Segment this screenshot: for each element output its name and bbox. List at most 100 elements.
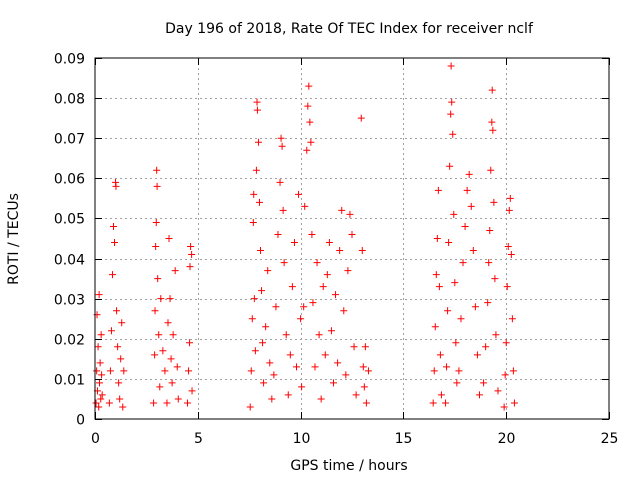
data-point (290, 239, 298, 247)
data-point (116, 395, 124, 403)
data-point (115, 379, 123, 387)
data-point (446, 162, 454, 170)
data-point (297, 315, 305, 323)
data-point (480, 379, 488, 387)
data-point (467, 202, 475, 210)
data-point (431, 323, 439, 331)
y-tick-label: 0.02 (54, 333, 85, 349)
data-point (292, 363, 300, 371)
data-point (361, 343, 369, 351)
data-point (484, 299, 492, 307)
data-point (188, 387, 196, 395)
data-point (482, 343, 490, 351)
data-point (445, 239, 453, 247)
data-point (110, 222, 118, 230)
data-point (450, 210, 458, 218)
data-point (186, 263, 194, 271)
y-tick-label: 0.07 (54, 132, 85, 148)
data-point (258, 287, 266, 295)
data-point (307, 138, 315, 146)
data-point (298, 383, 306, 391)
data-point (152, 218, 160, 226)
data-point (473, 351, 481, 359)
data-point (97, 331, 105, 339)
data-point (166, 295, 174, 303)
data-point (164, 319, 172, 327)
data-point (453, 379, 461, 387)
data-point (280, 259, 288, 267)
x-axis-label: GPS time / hours (290, 458, 407, 474)
data-point (157, 295, 165, 303)
data-point (93, 367, 101, 375)
data-point (153, 166, 161, 174)
chart-title: Day 196 of 2018, Rate Of TEC Index for r… (165, 21, 534, 37)
data-point (161, 367, 169, 375)
data-point (118, 319, 126, 327)
data-point (159, 347, 167, 355)
data-point (105, 399, 113, 407)
data-point (342, 371, 350, 379)
data-point (249, 218, 257, 226)
data-point (447, 110, 455, 118)
data-point (510, 399, 518, 407)
data-point (165, 235, 173, 242)
data-point (506, 194, 514, 202)
data-point (334, 359, 342, 367)
data-point (278, 142, 286, 150)
data-point (325, 239, 333, 247)
data-point (501, 371, 509, 379)
data-point (167, 355, 175, 363)
data-point (305, 82, 313, 90)
data-point (485, 259, 493, 267)
data-point (490, 198, 498, 206)
data-point (315, 331, 323, 339)
data-point (338, 206, 346, 214)
data-point (303, 146, 311, 154)
data-point (309, 299, 317, 307)
data-point (432, 271, 440, 279)
data-point (250, 190, 258, 198)
data-point (306, 118, 314, 126)
data-point (251, 347, 259, 355)
data-point (471, 303, 479, 311)
data-point (106, 367, 114, 375)
data-point (151, 307, 159, 315)
data-point (98, 391, 106, 399)
data-point (321, 351, 329, 359)
data-point (502, 339, 510, 347)
data-point (185, 367, 193, 375)
data-point (447, 62, 455, 70)
data-point (252, 166, 260, 174)
data-point (488, 86, 496, 94)
x-tick-label: 20 (498, 431, 516, 447)
data-point (114, 343, 122, 351)
data-point (186, 339, 194, 347)
data-point (264, 267, 272, 275)
data-point (171, 267, 179, 275)
data-point (360, 383, 368, 391)
data-point (348, 230, 356, 238)
data-point (507, 251, 515, 259)
y-tick-label: 0.08 (54, 92, 85, 108)
data-point (449, 130, 457, 138)
data-point (268, 395, 276, 403)
data-point (188, 251, 196, 259)
data-point (119, 403, 127, 411)
data-point (359, 363, 367, 371)
data-point (246, 403, 254, 411)
data-point (362, 399, 370, 407)
data-point (461, 222, 469, 230)
data-point (436, 351, 444, 359)
data-point (459, 259, 467, 267)
data-point (279, 206, 287, 214)
data-point (434, 186, 442, 194)
data-point (152, 243, 160, 251)
x-tick-label: 10 (293, 431, 311, 447)
data-point (435, 283, 443, 291)
data-point (163, 399, 171, 407)
data-point (508, 315, 516, 323)
data-point (155, 331, 163, 339)
data-point (317, 395, 325, 403)
